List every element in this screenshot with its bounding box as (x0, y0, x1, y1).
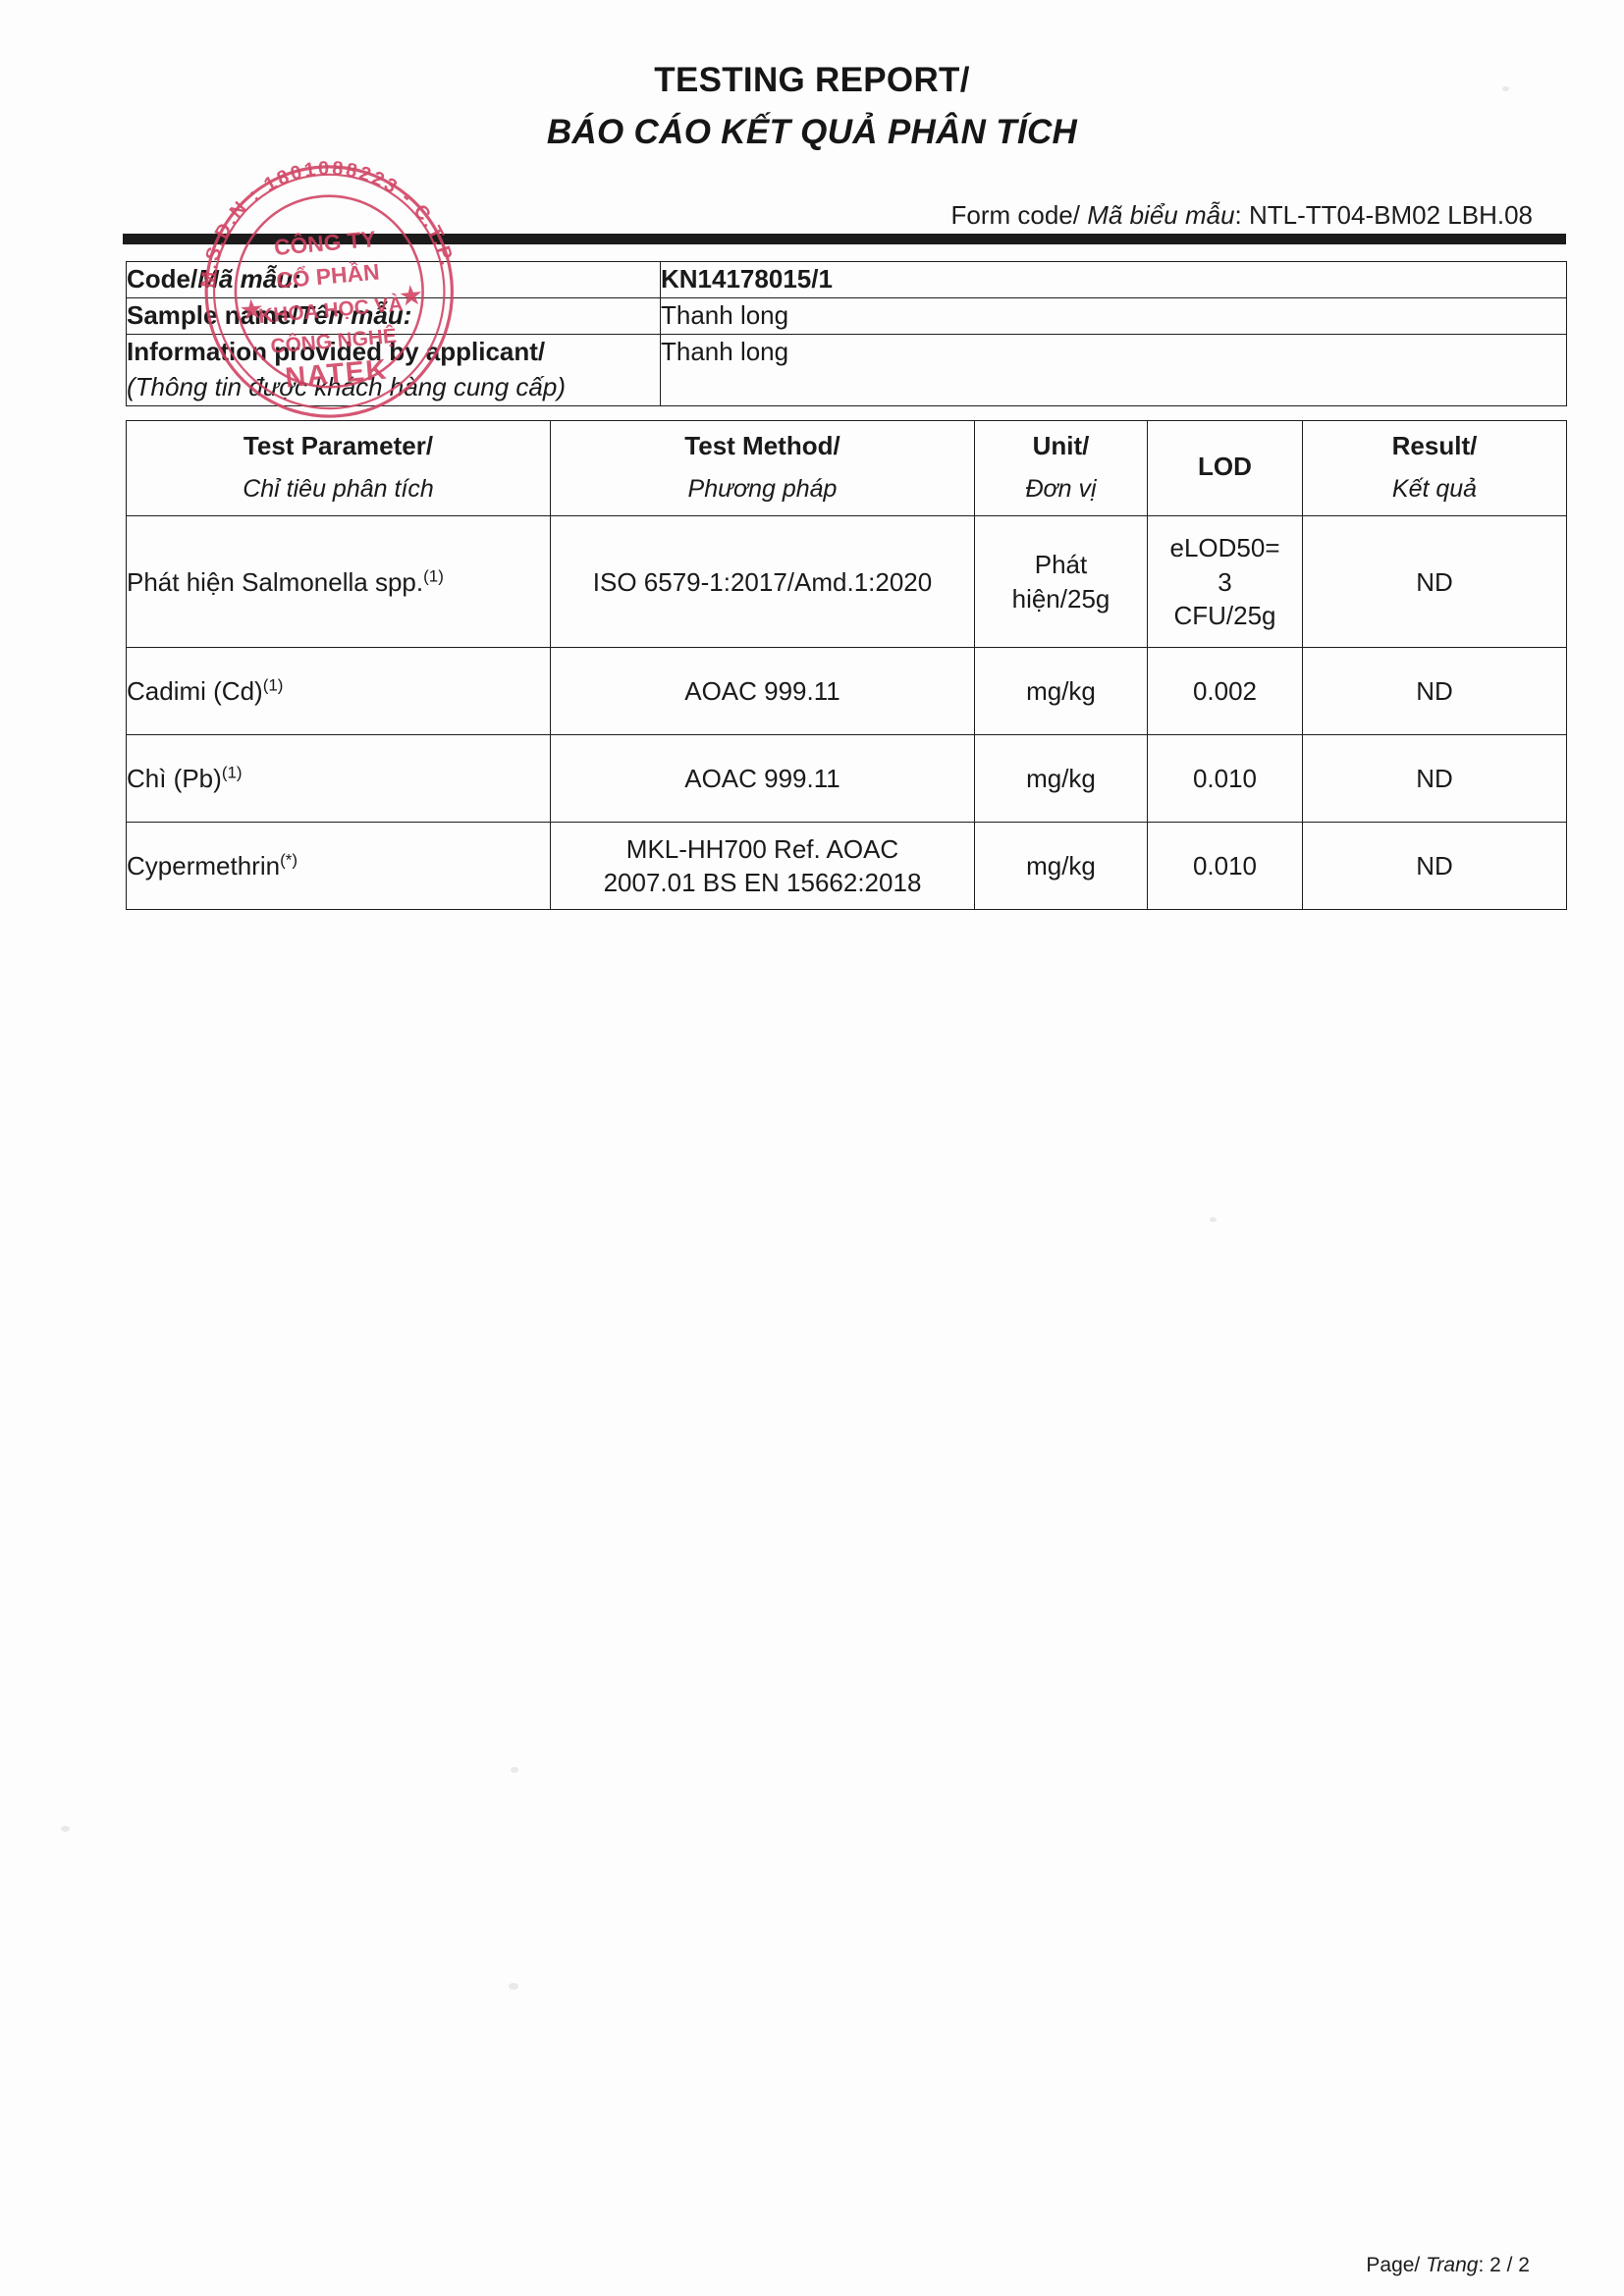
result-method: ISO 6579-1:2017/Amd.1:2020 (550, 515, 975, 649)
report-header: TESTING REPORT/ BÁO CÁO KẾT QUẢ PHÂN TÍC… (0, 59, 1624, 154)
report-title-vi: BÁO CÁO KẾT QUẢ PHÂN TÍCH (546, 112, 1078, 151)
column-header-test-method-vi: Phương pháp (687, 474, 838, 503)
result-lod: 0.010 (1147, 734, 1303, 824)
table-row: Information provided by applicant/ (Thôn… (126, 333, 1567, 406)
info-label-code: Code/Mã mẫu: (126, 261, 661, 298)
page-label-en: Page/ (1366, 2254, 1421, 2276)
scan-speckle (509, 1983, 518, 1990)
table-row: Code/Mã mẫu: KN14178015/1 (126, 261, 1567, 298)
test-results-table: Test Parameter/ Chỉ tiêu phân tích Test … (126, 419, 1567, 911)
column-header-result-en: Result/ (1391, 431, 1478, 460)
result-parameter-text: Cadimi (Cd) (127, 676, 263, 707)
info-value-sample-name: Thanh long (660, 296, 1567, 335)
result-parameter-footnote: (1) (221, 763, 243, 782)
info-label-applicant-info: Information provided by applicant/ (Thôn… (126, 333, 661, 406)
result-method-line1: MKL-HH700 Ref. AOAC (625, 833, 899, 864)
result-parameter-footnote: (1) (423, 565, 444, 585)
form-code-line: Form code/ Mã biểu mẫu: NTL-TT04-BM02 LB… (951, 200, 1534, 231)
result-method-line2: 2007.01 BS EN 15662:2018 (603, 868, 922, 898)
page-label-vi: Trang (1426, 2254, 1479, 2276)
column-header-test-parameter: Test Parameter/ Chỉ tiêu phân tích (126, 419, 551, 517)
scan-speckle (1502, 86, 1509, 91)
result-parameter: Cadimi (Cd)(1) (126, 647, 551, 736)
info-label-applicant-info-vi: (Thông tin được khách hàng cung cấp) (127, 371, 567, 401)
result-parameter: Phát hiện Salmonella spp.(1) (126, 515, 551, 649)
column-header-lod: LOD (1147, 419, 1303, 517)
scan-speckle (511, 1767, 518, 1773)
info-label-applicant-info-en: Information provided by applicant/ (127, 336, 546, 366)
result-value: ND (1302, 647, 1567, 736)
info-value-code: KN14178015/1 (660, 261, 1567, 298)
result-value: ND (1302, 734, 1567, 824)
column-header-result: Result/ Kết quả (1302, 419, 1567, 517)
result-parameter-text: Chì (Pb) (127, 764, 222, 794)
info-label-sample-name-en: Sample name/ (127, 299, 298, 330)
info-value-applicant-info: Thanh long (660, 333, 1567, 406)
table-row: Sample name/Tên mẫu: Thanh long (126, 296, 1567, 335)
result-method: AOAC 999.11 (550, 734, 975, 824)
page-footer: Page/ Trang: 2 / 2 (1366, 2254, 1530, 2277)
table-row: Phát hiện Salmonella spp.(1) ISO 6579-1:… (126, 515, 1567, 649)
result-value: ND (1302, 515, 1567, 649)
report-title-en: TESTING REPORT/ (654, 61, 970, 99)
result-parameter-text: Phát hiện Salmonella spp. (127, 566, 424, 597)
table-header-row: Test Parameter/ Chỉ tiêu phân tích Test … (126, 419, 1567, 517)
result-method: AOAC 999.11 (550, 647, 975, 736)
info-label-sample-name-vi: Tên mẫu: (298, 299, 412, 330)
column-header-test-parameter-vi: Chỉ tiêu phân tích (243, 474, 434, 503)
form-code-separator: : (1234, 200, 1242, 230)
result-lod: 0.010 (1147, 822, 1303, 911)
table-row: Cypermethrin(*) MKL-HH700 Ref. AOAC 2007… (126, 822, 1567, 911)
column-header-unit-en: Unit/ (1032, 431, 1090, 460)
info-label-code-vi: Mã mẫu: (197, 264, 301, 294)
sample-information-table: Code/Mã mẫu: KN14178015/1 Sample name/Tê… (126, 261, 1567, 406)
form-code-label-vi: Mã biểu mẫu (1087, 200, 1235, 230)
info-label-code-en: Code/ (127, 264, 198, 294)
page-separator: : (1478, 2254, 1485, 2276)
result-unit: mg/kg (974, 647, 1148, 736)
column-header-lod-label: LOD (1198, 452, 1252, 482)
page-number: 2 / 2 (1489, 2254, 1530, 2276)
column-header-test-method: Test Method/ Phương pháp (550, 419, 975, 517)
table-row: Chì (Pb)(1) AOAC 999.11 mg/kg 0.010 ND (126, 734, 1567, 824)
result-parameter-text: Cypermethrin (127, 851, 281, 881)
form-code-label-en: Form code/ (950, 200, 1081, 230)
result-value: ND (1302, 822, 1567, 911)
table-row: Cadimi (Cd)(1) AOAC 999.11 mg/kg 0.002 N… (126, 647, 1567, 736)
column-header-test-method-en: Test Method/ (684, 431, 840, 460)
scan-speckle (1210, 1217, 1217, 1222)
result-unit: Phát hiện/25g (974, 515, 1148, 649)
form-code-value: NTL-TT04-BM02 LBH.08 (1249, 200, 1533, 230)
result-lod: 0.002 (1147, 647, 1303, 736)
result-parameter-footnote: (1) (262, 675, 284, 695)
info-label-sample-name: Sample name/Tên mẫu: (126, 296, 661, 335)
result-parameter: Cypermethrin(*) (126, 822, 551, 911)
column-header-unit-vi: Đơn vị (1025, 474, 1097, 503)
result-lod: eLOD50= 3 CFU/25g (1147, 515, 1303, 649)
column-header-result-vi: Kết quả (1391, 474, 1478, 503)
header-divider-rule (123, 234, 1566, 244)
result-parameter-footnote: (*) (280, 850, 298, 870)
result-unit: mg/kg (974, 734, 1148, 824)
column-header-unit: Unit/ Đơn vị (974, 419, 1148, 517)
result-unit: mg/kg (974, 822, 1148, 911)
result-parameter: Chì (Pb)(1) (126, 734, 551, 824)
result-method: MKL-HH700 Ref. AOAC 2007.01 BS EN 15662:… (550, 822, 975, 911)
scan-speckle (61, 1826, 70, 1832)
column-header-test-parameter-en: Test Parameter/ (243, 431, 434, 460)
